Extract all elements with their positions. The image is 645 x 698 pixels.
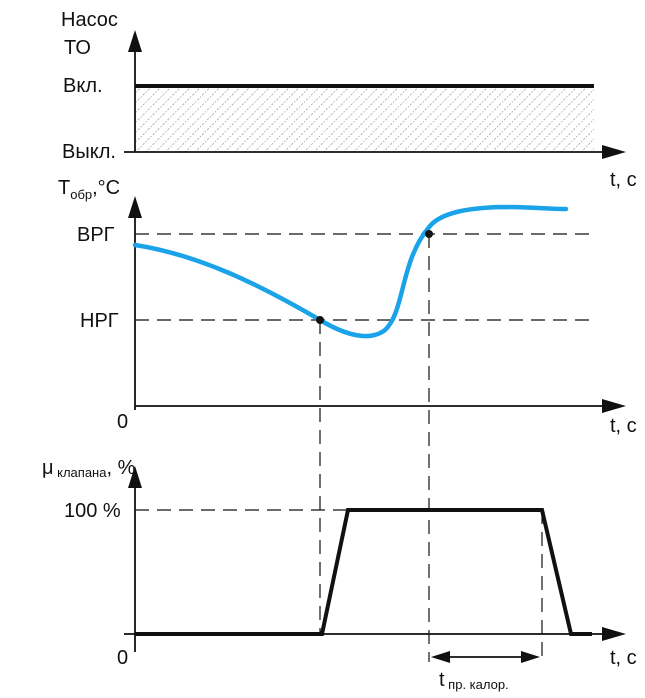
middle-y-label-unit: ,°С xyxy=(92,177,120,199)
top-y-label-line2: ТО xyxy=(64,37,91,59)
calorifer-interval-arrow-right xyxy=(521,651,540,663)
temperature-curve xyxy=(132,204,569,339)
bottom-y-label-unit: , % xyxy=(106,457,135,479)
calorifer-interval-label: t пр. калор. xyxy=(439,669,509,692)
pump-off-label: Выкл. xyxy=(62,141,116,163)
calorifer-interval-arrow-left xyxy=(431,651,450,663)
valve-opening-profile xyxy=(135,508,592,636)
calorifer-interval-label-main: t xyxy=(439,669,445,691)
bottom-x-axis-arrow xyxy=(602,627,626,641)
full-open-label: 100 % xyxy=(64,500,121,522)
middle-x-label: t, с xyxy=(610,415,637,437)
top-x-label: t, с xyxy=(610,169,637,191)
middle-x-axis-arrow xyxy=(602,399,626,413)
bottom-y-label-main: μ xyxy=(42,457,54,479)
bottom-y-label-sub: клапана xyxy=(54,465,108,480)
top-y-axis-arrow xyxy=(128,30,142,52)
bottom-y-axis-arrow xyxy=(128,466,142,488)
calorifer-interval-label-sub: пр. калор. xyxy=(445,677,509,692)
pump-on-hatched-area xyxy=(135,86,594,152)
top-x-axis-arrow xyxy=(602,145,626,159)
pump-on-label: Вкл. xyxy=(63,75,103,97)
middle-y-axis-arrow xyxy=(128,196,142,218)
middle-y-label-sub: обр xyxy=(70,187,92,202)
bottom-y-label: μ клапана, % xyxy=(42,457,136,480)
top-y-label-line1: Насос xyxy=(61,9,118,31)
bottom-origin-label: 0 xyxy=(117,647,128,669)
bottom-x-label: t, с xyxy=(610,647,637,669)
middle-y-label: Tобр,°С xyxy=(58,177,120,202)
lower-threshold-label: НРГ xyxy=(80,310,119,332)
upper-threshold-label: ВРГ xyxy=(77,224,115,246)
middle-y-label-main: T xyxy=(58,177,70,199)
middle-origin-label: 0 xyxy=(117,411,128,433)
